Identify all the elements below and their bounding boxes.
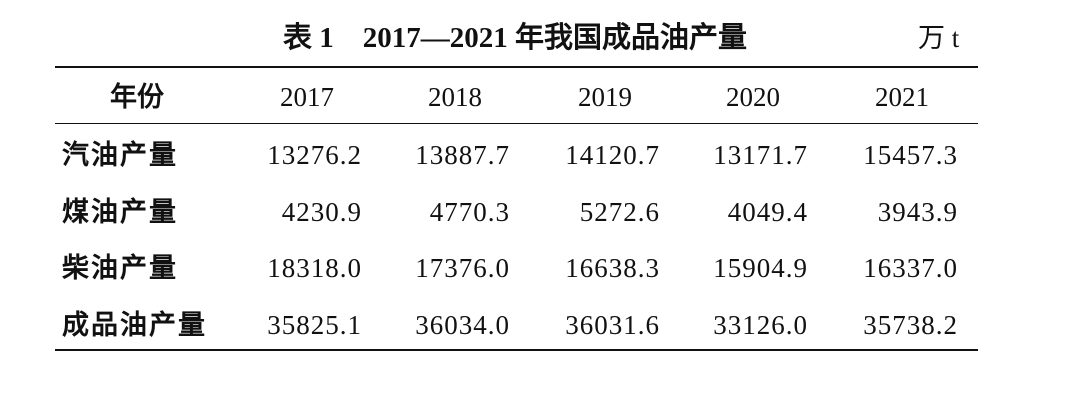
cell-value: 13276.2 [267,140,362,170]
cell-value: 36031.6 [565,310,660,340]
header-cell: 2018 [428,82,482,112]
cell-value: 4230.9 [281,197,362,227]
cell-value: 4770.3 [429,197,510,227]
row-label: 汽油产量 [62,140,178,170]
header-cell: 2021 [875,82,929,112]
row-label: 煤油产量 [62,197,178,227]
header-cell: 2017 [280,82,334,112]
cell-value: 18318.0 [267,253,362,283]
cell-value: 14120.7 [565,140,660,170]
header-cell: 年份 [110,82,164,112]
header-cell: 2020 [726,82,780,112]
cell-value: 33126.0 [713,310,808,340]
cell-value: 35738.2 [863,310,958,340]
cell-value: 35825.1 [267,310,362,340]
table-title: 表 1 2017—2021 年我国成品油产量 [282,22,747,54]
cell-value: 16638.3 [565,253,660,283]
cell-value: 16337.0 [863,253,958,283]
row-label: 成品油产量 [62,310,207,340]
cell-value: 15904.9 [713,253,808,283]
cell-value: 4049.4 [727,197,808,227]
top-rule [55,66,978,68]
cell-value: 17376.0 [415,253,510,283]
cell-value: 3943.9 [877,197,958,227]
cell-value: 13887.7 [415,140,510,170]
cell-value: 15457.3 [863,140,958,170]
header-cell: 2019 [578,82,632,112]
cell-value: 5272.6 [579,197,660,227]
header-rule [55,123,978,124]
cell-value: 13171.7 [713,140,808,170]
cell-value: 36034.0 [415,310,510,340]
row-label: 柴油产量 [62,253,178,283]
unit: 万 t [918,23,960,53]
bottom-rule [55,349,978,351]
